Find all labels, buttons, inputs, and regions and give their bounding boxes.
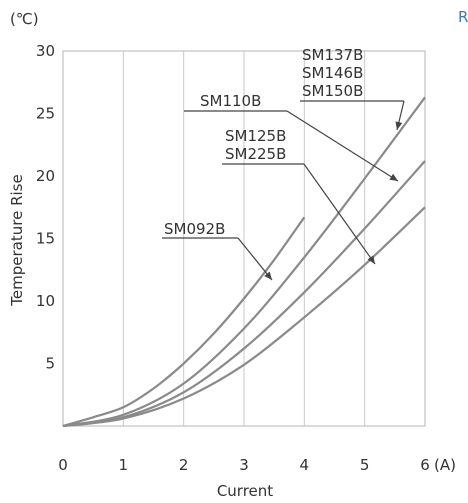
label-sm092b: SM092B bbox=[164, 220, 225, 238]
x-tick-label: 3 bbox=[239, 456, 249, 474]
leader-sm125b-line bbox=[303, 163, 376, 265]
x-tick-label: 1 bbox=[119, 456, 129, 474]
y-tick-label: 5 bbox=[45, 355, 55, 373]
label-sm110b: SM110B bbox=[200, 92, 261, 110]
x-unit-label: (A) bbox=[434, 456, 456, 474]
corner-label: R bbox=[458, 8, 468, 26]
label-sm146b: SM146B bbox=[302, 64, 363, 82]
curve-sm137b-sm146b-sm150b bbox=[62, 96, 426, 428]
label-sm225b: SM225B bbox=[225, 145, 286, 163]
x-tick-label: 5 bbox=[360, 456, 370, 474]
tick-labels: 0 1 2 3 4 5 6 5 10 15 20 25 30 bbox=[36, 42, 430, 474]
x-tick-label: 0 bbox=[58, 456, 68, 474]
y-tick-label: 30 bbox=[36, 42, 55, 60]
x-tick-label: 2 bbox=[179, 456, 189, 474]
leader-sm092b-line bbox=[237, 237, 273, 281]
leader-sm110b-arrowhead bbox=[389, 173, 398, 181]
y-tick-label: 15 bbox=[36, 230, 55, 248]
label-sm150b: SM150B bbox=[302, 82, 363, 100]
leader-sm137b-arrowhead bbox=[395, 121, 403, 130]
x-axis-title: Current bbox=[217, 482, 273, 500]
label-sm137b: SM137B bbox=[302, 46, 363, 64]
x-tick-label: 6 bbox=[420, 456, 430, 474]
leader-lines bbox=[162, 100, 405, 281]
leader-sm125b-arrowhead bbox=[367, 255, 375, 264]
y-unit-label: (℃) bbox=[10, 10, 39, 28]
curve-sm110b bbox=[62, 160, 426, 428]
leader-sm092b-arrowhead bbox=[264, 271, 272, 280]
leader-sm110b-line bbox=[286, 110, 399, 182]
y-tick-label: 20 bbox=[36, 167, 55, 185]
y-tick-label: 10 bbox=[36, 292, 55, 310]
y-axis-title: Temperature Rise bbox=[8, 174, 26, 306]
curve-sm125b-sm225b bbox=[62, 206, 426, 428]
label-sm125b: SM125B bbox=[225, 127, 286, 145]
y-tick-label: 25 bbox=[36, 105, 55, 123]
x-tick-label: 4 bbox=[300, 456, 310, 474]
